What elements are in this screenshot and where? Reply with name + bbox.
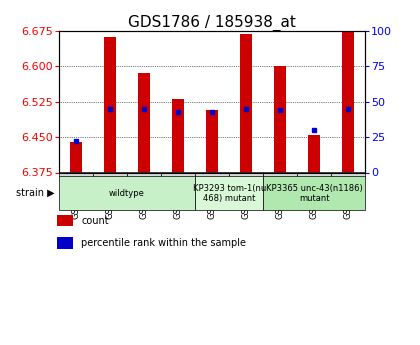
Text: strain ▶: strain ▶: [16, 188, 55, 198]
Bar: [161, 172, 195, 177]
Bar: [70, 142, 82, 172]
Bar: [195, 172, 229, 177]
Bar: [57, 237, 74, 248]
Bar: [229, 172, 263, 177]
Text: count: count: [81, 216, 109, 226]
Text: percentile rank within the sample: percentile rank within the sample: [81, 238, 246, 248]
Bar: [297, 172, 331, 177]
Text: KP3365 unc-43(n1186)
mutant: KP3365 unc-43(n1186) mutant: [266, 184, 363, 203]
Bar: [342, 31, 354, 172]
Bar: [274, 67, 286, 172]
Bar: [127, 172, 161, 177]
Bar: [59, 176, 195, 210]
Bar: [195, 176, 263, 210]
Bar: [93, 172, 127, 177]
Bar: [263, 172, 297, 177]
Bar: [172, 99, 184, 172]
Bar: [206, 110, 218, 172]
Bar: [240, 34, 252, 172]
Bar: [331, 172, 365, 177]
Text: wildtype: wildtype: [109, 189, 145, 198]
Bar: [138, 73, 150, 172]
Bar: [263, 176, 365, 210]
Title: GDS1786 / 185938_at: GDS1786 / 185938_at: [128, 15, 296, 31]
Bar: [308, 135, 320, 172]
Bar: [57, 215, 74, 226]
Bar: [59, 172, 93, 177]
Text: KP3293 tom-1(nu
468) mutant: KP3293 tom-1(nu 468) mutant: [192, 184, 266, 203]
Bar: [104, 37, 116, 172]
